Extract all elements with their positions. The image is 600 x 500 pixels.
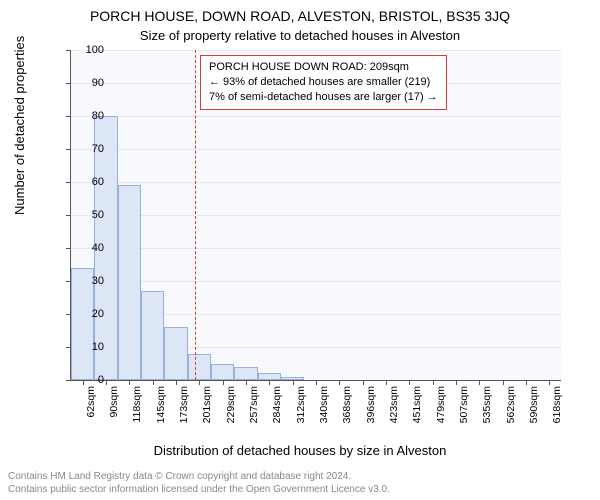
xtick-mark xyxy=(293,380,294,385)
xtick-label: 312sqm xyxy=(295,386,307,423)
reference-line xyxy=(195,50,196,380)
xtick-label: 257sqm xyxy=(248,386,260,423)
footer-line2: Contains public sector information licen… xyxy=(8,483,390,496)
xtick-label: 479sqm xyxy=(435,386,447,423)
ytick-label: 80 xyxy=(74,110,104,122)
ytick-label: 70 xyxy=(74,143,104,155)
ytick-label: 0 xyxy=(74,374,104,386)
ytick-label: 40 xyxy=(74,242,104,254)
y-axis-label: Number of detached properties xyxy=(12,36,27,215)
xtick-label: 368sqm xyxy=(341,386,353,423)
ytick-label: 90 xyxy=(74,77,104,89)
histogram-bar xyxy=(141,291,164,380)
ytick-label: 60 xyxy=(74,176,104,188)
chart-container: PORCH HOUSE, DOWN ROAD, ALVESTON, BRISTO… xyxy=(0,0,600,500)
xtick-mark xyxy=(129,380,130,385)
gridline xyxy=(71,50,561,51)
histogram-bar xyxy=(211,364,234,381)
histogram-bar xyxy=(118,185,141,380)
histogram-bar xyxy=(188,354,211,380)
xtick-mark xyxy=(199,380,200,385)
xtick-label: 229sqm xyxy=(225,386,237,423)
xtick-mark xyxy=(503,380,504,385)
x-axis-label: Distribution of detached houses by size … xyxy=(0,443,600,458)
histogram-bar xyxy=(164,327,187,380)
xtick-label: 507sqm xyxy=(458,386,470,423)
xtick-label: 451sqm xyxy=(411,386,423,423)
xtick-label: 590sqm xyxy=(528,386,540,423)
xtick-mark xyxy=(176,380,177,385)
xtick-mark xyxy=(549,380,550,385)
ytick-label: 100 xyxy=(74,44,104,56)
ytick-mark xyxy=(66,50,71,51)
gridline xyxy=(71,149,561,150)
xtick-label: 118sqm xyxy=(131,386,143,423)
xtick-label: 145sqm xyxy=(155,386,167,423)
xtick-label: 62sqm xyxy=(85,386,97,418)
xtick-mark xyxy=(223,380,224,385)
xtick-label: 90sqm xyxy=(108,386,120,418)
xtick-label: 284sqm xyxy=(271,386,283,423)
xtick-label: 423sqm xyxy=(388,386,400,423)
ytick-mark xyxy=(66,83,71,84)
histogram-bar xyxy=(258,373,281,380)
xtick-mark xyxy=(339,380,340,385)
xtick-label: 201sqm xyxy=(201,386,213,423)
info-box-line: PORCH HOUSE DOWN ROAD: 209sqm xyxy=(209,60,438,75)
info-box-line: ← 93% of detached houses are smaller (21… xyxy=(209,75,438,90)
gridline xyxy=(71,182,561,183)
xtick-mark xyxy=(269,380,270,385)
ytick-mark xyxy=(66,149,71,150)
ytick-label: 20 xyxy=(74,308,104,320)
xtick-mark xyxy=(153,380,154,385)
ytick-label: 50 xyxy=(74,209,104,221)
ytick-mark xyxy=(66,380,71,381)
chart-area: 62sqm90sqm118sqm145sqm173sqm201sqm229sqm… xyxy=(70,50,560,380)
sub-title: Size of property relative to detached ho… xyxy=(0,24,600,43)
xtick-mark xyxy=(526,380,527,385)
info-box-line: 7% of semi-detached houses are larger (1… xyxy=(209,90,438,105)
xtick-mark xyxy=(433,380,434,385)
xtick-mark xyxy=(456,380,457,385)
info-box: PORCH HOUSE DOWN ROAD: 209sqm← 93% of de… xyxy=(200,55,447,110)
xtick-label: 340sqm xyxy=(318,386,330,423)
footer: Contains HM Land Registry data © Crown c… xyxy=(8,470,390,496)
gridline xyxy=(71,215,561,216)
ytick-mark xyxy=(66,182,71,183)
main-title: PORCH HOUSE, DOWN ROAD, ALVESTON, BRISTO… xyxy=(0,0,600,24)
gridline xyxy=(71,116,561,117)
xtick-mark xyxy=(479,380,480,385)
xtick-label: 535sqm xyxy=(481,386,493,423)
ytick-mark xyxy=(66,116,71,117)
xtick-label: 173sqm xyxy=(178,386,190,423)
xtick-label: 618sqm xyxy=(551,386,563,423)
xtick-label: 562sqm xyxy=(505,386,517,423)
xtick-mark xyxy=(363,380,364,385)
ytick-label: 30 xyxy=(74,275,104,287)
xtick-label: 396sqm xyxy=(365,386,377,423)
ytick-mark xyxy=(66,248,71,249)
gridline xyxy=(71,281,561,282)
ytick-mark xyxy=(66,215,71,216)
ytick-label: 10 xyxy=(74,341,104,353)
xtick-mark xyxy=(246,380,247,385)
footer-line1: Contains HM Land Registry data © Crown c… xyxy=(8,470,390,483)
gridline xyxy=(71,248,561,249)
xtick-mark xyxy=(106,380,107,385)
xtick-mark xyxy=(316,380,317,385)
xtick-mark xyxy=(386,380,387,385)
xtick-mark xyxy=(409,380,410,385)
histogram-bar xyxy=(234,367,257,380)
